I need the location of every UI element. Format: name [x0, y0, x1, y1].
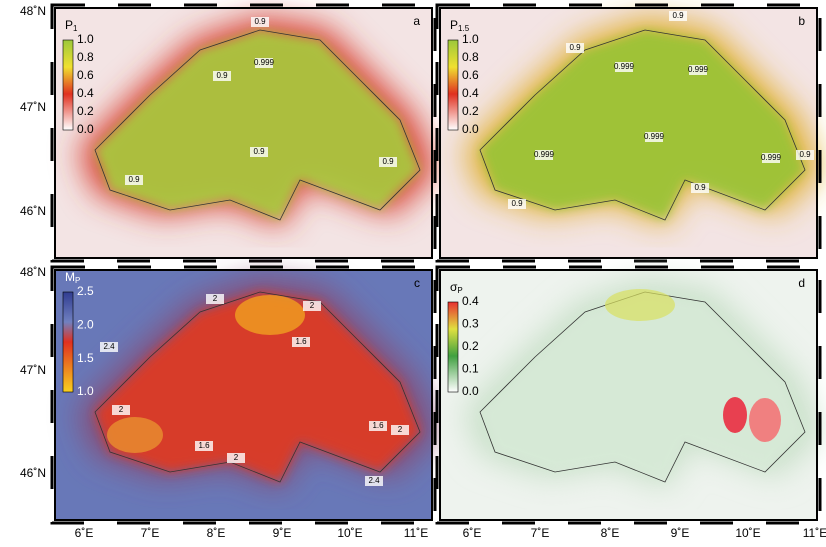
colorbar-tick-label: 2.5 [77, 284, 94, 298]
lat-label: 48˚N [20, 4, 46, 18]
contour-label: 1.6 [295, 337, 307, 346]
colorbar-tick-label: 0.0 [462, 122, 479, 136]
lon-label: 6˚E [75, 526, 94, 540]
colorbar-tick-label: 1.5 [77, 351, 94, 365]
lon-label: 8˚E [207, 526, 226, 540]
contour-label: 0.9 [253, 147, 265, 156]
contour-label: 2.4 [368, 476, 380, 485]
colorbar-tick-label: 0.6 [462, 68, 479, 82]
figure: 1.00.80.60.40.20.0P1a0.90.9990.90.90.90.… [0, 0, 826, 542]
title-sub: P [75, 276, 80, 285]
lon-label: 10˚E [735, 526, 760, 540]
colorbar-tick-label: 0.0 [77, 122, 94, 136]
lon-label: 11˚E [803, 526, 826, 540]
contour-label: 0.999 [254, 58, 275, 67]
colorbar-tick-label: 0.4 [462, 86, 479, 100]
lat-label: 47˚N [20, 363, 46, 377]
colorbar-tick-label: 0.2 [77, 104, 94, 118]
map-panel: 1.0 0.8 0.6 0.4 0.2 0.0 P1 a 0.9 0.999 0.9 0.9 0.9 0.… [52, 5, 437, 261]
colorbar-tick-label: 1.0 [77, 384, 94, 398]
lon-label: 9˚E [671, 526, 690, 540]
lat-label: 46˚N [20, 204, 46, 218]
lon-label: 10˚E [337, 526, 362, 540]
contour-label: 0.999 [688, 65, 709, 74]
panels: 1.00.80.60.40.20.0P1a0.90.9990.90.90.90.… [20, 4, 826, 540]
contour-label: 0.9 [382, 157, 394, 166]
contour-label: 0.999 [761, 153, 782, 162]
title-sub: P [457, 286, 462, 295]
colorbar-tick-label: 0.8 [77, 50, 94, 64]
colorbar-fill [448, 302, 458, 392]
lat-label: 47˚N [20, 100, 46, 114]
title-main: P [450, 18, 458, 32]
contour-label: 2 [213, 294, 218, 303]
lon-label: 6˚E [463, 526, 482, 540]
map-panel: 2.5 2.0 1.5 1.0 MPc 2 2 1.6 2.4 2 1.6 2 1.6 2 2.4 [52, 267, 437, 523]
contour-label: 0.9 [799, 150, 811, 159]
title-sub: 1.5 [458, 24, 470, 33]
low-zone [235, 295, 305, 335]
contour-label: 0.9 [254, 17, 266, 26]
lon-label: 7˚E [141, 526, 160, 540]
contour-label: 1.6 [198, 441, 210, 450]
colorbar-tick-label: 0.1 [462, 362, 479, 376]
lon-label: 11˚E [404, 526, 428, 540]
contour-label: 0.999 [534, 150, 555, 159]
contour-label: 0.9 [694, 183, 706, 192]
panel-letter: a [413, 14, 420, 28]
title-sub: 1 [73, 24, 78, 33]
colorbar-tick-label: 1.0 [77, 32, 94, 46]
map-panel: 1.0 0.8 0.6 0.4 0.2 0.0 P1.5 b 0.9 0.9 0.999 0.999 0… [437, 5, 822, 261]
colorbar-tick-label: 1.0 [462, 32, 479, 46]
colorbar-tick-label: 2.0 [77, 318, 94, 332]
contour-label: 0.999 [614, 62, 635, 71]
low-zone [107, 417, 163, 453]
lon-label: 7˚E [531, 526, 550, 540]
contour-label: 0.9 [511, 199, 523, 208]
lat-label: 48˚N [20, 265, 46, 279]
contour-label: 2.4 [103, 342, 115, 351]
colorbar-tick-label: 0.2 [462, 104, 479, 118]
hot-zone [749, 398, 781, 442]
colorbar-fill [63, 40, 73, 130]
lat-label: 46˚N [20, 466, 46, 480]
colorbar-tick-label: 0.0 [462, 384, 479, 398]
contour-label: 1.6 [372, 421, 384, 430]
hot-zone [605, 289, 675, 321]
colorbar-tick-label: 0.6 [77, 68, 94, 82]
contour-label: 0.999 [644, 132, 665, 141]
lon-label: 8˚E [601, 526, 620, 540]
contour-label: 0.9 [569, 43, 581, 52]
colorbar-tick-label: 0.4 [462, 294, 479, 308]
contour-label: 0.9 [128, 175, 140, 184]
colorbar-tick-label: 0.8 [462, 50, 479, 64]
colorbar-tick-label: 0.4 [77, 86, 94, 100]
contour-label: 2 [234, 453, 239, 462]
contour-label: 2 [119, 405, 124, 414]
colorbar-fill [63, 292, 73, 392]
hot-zone [723, 397, 747, 433]
contour-label: 2 [398, 425, 403, 434]
lon-label: 9˚E [273, 526, 292, 540]
panel-letter: c [414, 276, 420, 290]
contour-label: 2 [310, 301, 315, 310]
colorbar-tick-label: 0.2 [462, 339, 479, 353]
contour-label: 0.9 [672, 11, 684, 20]
panel-letter: b [798, 14, 805, 28]
contour-label: 0.9 [216, 71, 228, 80]
title-main: P [65, 18, 73, 32]
colorbar-tick-label: 0.3 [462, 317, 479, 331]
colorbar-fill [448, 40, 458, 130]
panel-letter: d [798, 276, 805, 290]
title-main: M [65, 270, 75, 284]
